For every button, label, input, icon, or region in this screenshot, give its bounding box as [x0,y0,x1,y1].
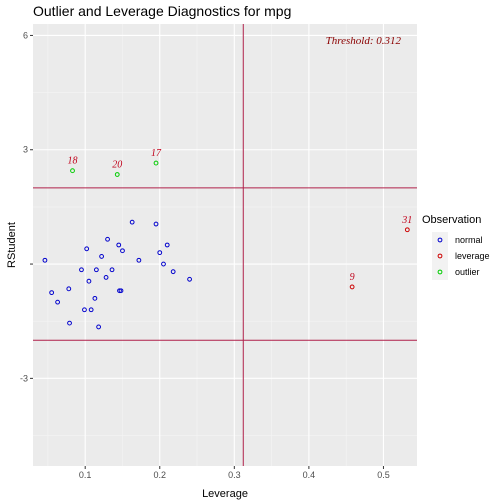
point-label: 20 [112,160,122,171]
point-leverage [404,227,410,233]
x-tick-label: 0.1 [79,470,92,480]
legend-swatch-leverage [437,253,443,259]
legend-label: leverage [455,251,490,261]
legend-swatch-outlier [437,269,443,275]
y-axis-title: RStudent [6,222,18,268]
point-normal [42,257,48,263]
point-normal [164,242,170,248]
point-label: 9 [350,272,355,283]
point-normal [92,295,98,301]
x-tick-label: 0.2 [153,470,166,480]
point-normal [67,320,72,326]
legend-key [432,264,448,280]
y-tick-label: -3 [20,373,28,383]
data-points [42,160,410,330]
point-normal [86,278,92,284]
y-tick-label: 3 [23,145,28,155]
point-normal [136,257,142,263]
point-normal [55,299,61,305]
legend-title: Observation [422,214,481,226]
point-normal [157,250,163,256]
point-normal [96,324,102,330]
point-label: 31 [401,215,412,226]
point-labels: 9 31 18 20 17 [68,148,413,283]
legend-key [432,248,448,264]
x-axis-title: Leverage [202,488,248,500]
point-normal [116,242,122,248]
y-axis: -3 3 6 [20,30,33,383]
point-normal [153,221,159,227]
point-normal [82,307,87,313]
point-normal [118,288,124,294]
point-normal [117,288,122,294]
point-normal [161,261,166,267]
point-outlier [70,168,75,174]
point-label: 17 [151,148,162,159]
point-normal [79,267,84,273]
plot-panel [33,24,417,466]
y-tick-label: 6 [23,30,28,40]
point-normal [129,219,135,225]
legend-label: normal [455,235,483,245]
legend-swatch-normal [437,237,443,243]
x-tick-label: 0.4 [303,470,316,480]
legend: Observation normal leverage outlier [422,214,490,280]
point-normal [170,269,176,275]
legend-label: outlier [455,267,480,277]
point-leverage [349,284,355,290]
legend-key [432,232,448,248]
chart-title: Outlier and Leverage Diagnostics for mpg [33,3,291,19]
threshold-annotation: Threshold: 0.312 [326,35,402,47]
point-normal [103,274,109,280]
x-axis: 0.1 0.2 0.3 0.4 0.5 [79,466,390,480]
point-normal [109,267,115,273]
point-normal [93,267,99,273]
point-normal [105,236,110,242]
point-normal [187,276,192,282]
point-outlier [114,172,120,177]
x-tick-label: 0.3 [228,470,241,480]
point-normal [88,307,94,313]
x-tick-label: 0.5 [377,470,390,480]
point-normal [49,290,55,296]
point-normal [84,246,90,252]
point-normal [99,254,104,259]
threshold-lines [33,24,417,466]
grid [33,24,417,466]
point-outlier [153,160,159,166]
point-label: 18 [68,156,78,167]
point-normal [120,248,125,254]
point-normal [66,286,72,292]
